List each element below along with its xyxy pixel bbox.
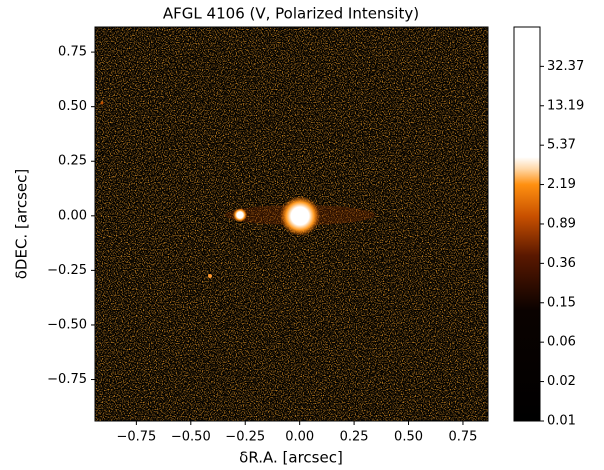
y-tick-label: −0.50 <box>47 317 87 332</box>
faint-source <box>208 274 212 278</box>
y-axis-label: δDEC. [arcsec] <box>13 169 31 280</box>
colorbar <box>513 26 541 422</box>
y-tick-label: 0.25 <box>58 154 87 169</box>
x-tick-label: 0.25 <box>340 430 369 445</box>
image <box>95 27 488 421</box>
colorbar-tick-label: 0.02 <box>547 374 576 389</box>
colorbar-tick-label: 0.89 <box>547 216 576 231</box>
y-tick-label: 0.00 <box>58 208 87 223</box>
x-axis-label: δR.A. [arcsec] <box>239 449 343 467</box>
x-tick-label: −0.50 <box>171 430 211 445</box>
companion-source <box>233 208 247 222</box>
colorbar-tick-label: 0.01 <box>547 414 576 429</box>
x-tick-label: 0.50 <box>394 430 423 445</box>
colorbar-tick-label: 5.37 <box>547 138 576 153</box>
central-source <box>280 196 320 236</box>
x-tick-label: −0.75 <box>116 430 156 445</box>
y-tick-label: −0.75 <box>47 372 87 387</box>
colorbar-tick-label: 2.19 <box>547 177 576 192</box>
colorbar-tick-label: 0.15 <box>547 295 576 310</box>
colorbar-tick-label: 13.19 <box>547 98 584 113</box>
colorbar-tick-label: 0.36 <box>547 256 576 271</box>
faint-source <box>100 101 104 105</box>
y-tick-label: 0.75 <box>58 45 87 60</box>
axes-frame <box>94 26 489 422</box>
y-tick-label: 0.50 <box>58 99 87 114</box>
chart-title: AFGL 4106 (V, Polarized Intensity) <box>163 5 419 23</box>
colorbar-tick-label: 32.37 <box>547 59 584 74</box>
x-tick-label: 0.75 <box>448 430 477 445</box>
x-tick-label: −0.25 <box>225 430 265 445</box>
y-tick-label: −0.25 <box>47 263 87 278</box>
colorbar-tick-label: 0.06 <box>547 335 576 350</box>
x-tick-label: 0.00 <box>285 430 314 445</box>
